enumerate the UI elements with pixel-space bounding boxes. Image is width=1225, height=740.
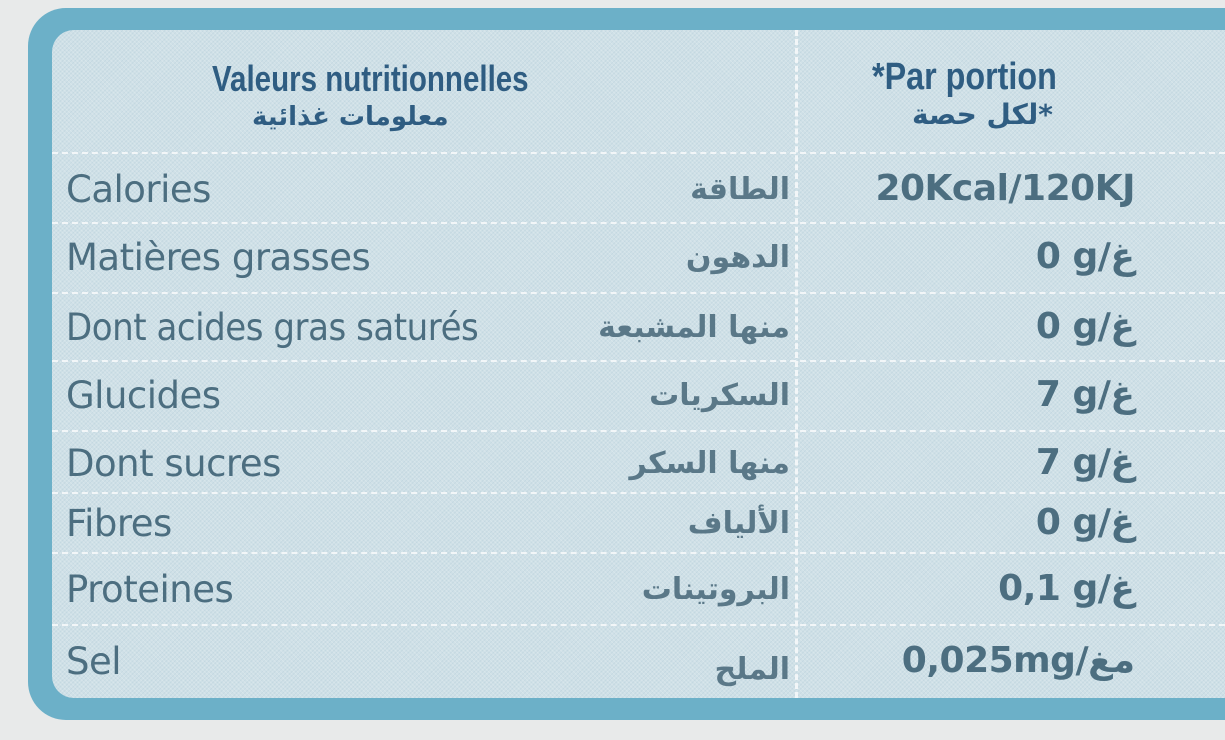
nutrient-value: 7 g/غ bbox=[1035, 442, 1136, 483]
nutrient-value: 0,1 g/غ bbox=[998, 568, 1135, 609]
nutrient-name-ar: البروتينات bbox=[641, 572, 790, 607]
column-divider bbox=[795, 30, 798, 698]
nutrient-name-fr: Dont sucres bbox=[66, 442, 281, 485]
header-nutrition-values-ar: معلومات غذائية bbox=[252, 102, 449, 132]
nutrition-table: Valeurs nutritionnelles معلومات غذائية *… bbox=[52, 30, 1225, 698]
nutrient-name-fr: Matières grasses bbox=[66, 236, 371, 279]
table-row: Matières grasses الدهون 0 g/غ bbox=[52, 222, 1225, 294]
nutrient-value: 0,025mg/مغ bbox=[901, 640, 1136, 681]
nutrient-name-fr: Glucides bbox=[66, 374, 221, 417]
table-row: Sel الملح 0,025mg/مغ bbox=[52, 624, 1225, 698]
nutrient-name-fr: Sel bbox=[66, 640, 122, 683]
nutrient-name-fr: Dont acides gras saturés bbox=[66, 306, 479, 349]
table-row: Dont sucres منها السكر 7 g/غ bbox=[52, 430, 1225, 494]
nutrient-name-ar: منها المشبعة bbox=[598, 310, 790, 345]
nutrient-name-ar: الألياف bbox=[687, 506, 790, 541]
nutrient-value: 20Kcal/120KJ bbox=[875, 168, 1135, 209]
header-per-portion-fr: *Par portion bbox=[872, 56, 1057, 98]
nutrient-value: 0 g/غ bbox=[1035, 502, 1136, 543]
nutrient-name-ar: منها السكر bbox=[629, 446, 790, 481]
nutrient-name-ar: الملح bbox=[714, 652, 790, 687]
nutrient-value: 0 g/غ bbox=[1035, 236, 1136, 277]
nutrient-name-ar: الدهون bbox=[685, 240, 790, 275]
header-per-portion-ar: *لكل حصة bbox=[912, 98, 1053, 131]
table-row: Glucides السكريات 7 g/غ bbox=[52, 360, 1225, 432]
table-row: Dont acides gras saturés منها المشبعة 0 … bbox=[52, 292, 1225, 362]
nutrient-value: 0 g/غ bbox=[1035, 306, 1136, 347]
nutrient-name-ar: السكريات bbox=[649, 378, 790, 413]
table-row: Calories الطاقة 20Kcal/120KJ bbox=[52, 152, 1225, 224]
nutrient-name-fr: Fibres bbox=[66, 502, 172, 545]
header-nutrition-values-fr: Valeurs nutritionnelles bbox=[212, 58, 529, 99]
nutrient-value: 7 g/غ bbox=[1035, 374, 1136, 415]
nutrient-name-ar: الطاقة bbox=[690, 172, 790, 207]
nutrient-name-fr: Proteines bbox=[66, 568, 234, 611]
nutrient-name-fr: Calories bbox=[66, 168, 211, 211]
table-row: Fibres الألياف 0 g/غ bbox=[52, 492, 1225, 554]
table-header: Valeurs nutritionnelles معلومات غذائية *… bbox=[52, 30, 1225, 152]
table-row: Proteines البروتينات 0,1 g/غ bbox=[52, 552, 1225, 626]
